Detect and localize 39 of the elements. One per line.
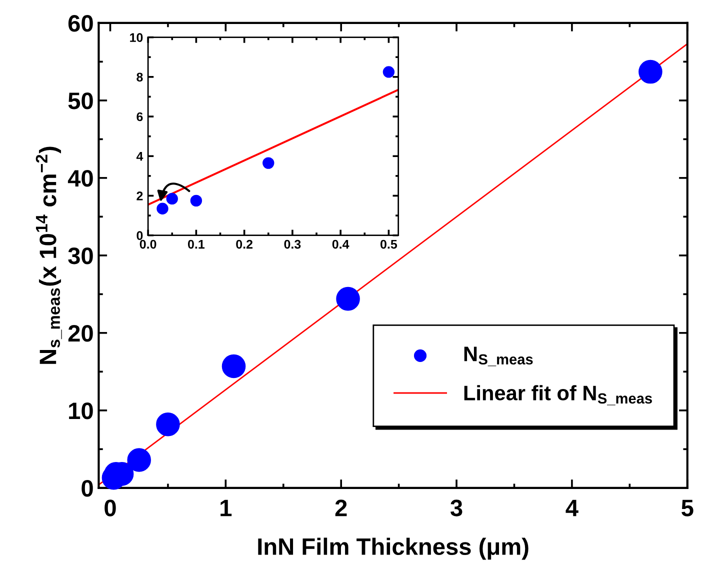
x-tick-label: 0.4	[332, 240, 350, 249]
point	[222, 354, 246, 378]
y-tick-label: 10	[130, 33, 143, 42]
legend-label: Linear fit of N$_{S_meas}$	[464, 385, 652, 406]
x-tick-label: 0.2	[236, 240, 252, 249]
y-axis-title: N$_{s_meas}$(x 10$^{14}$ cm$^{−2}$)	[36, 146, 62, 364]
y-tick-label: 0	[82, 480, 93, 497]
x-tick-label: 3	[450, 500, 462, 516]
y-tick-label: 2	[136, 192, 143, 200]
point	[190, 194, 202, 207]
x-tick-label: 4	[566, 500, 578, 516]
x-tick-label: 0.3	[284, 240, 301, 249]
x-axis-title: InN Film Thickness (μm)	[258, 538, 528, 560]
y-tick-label: 8	[136, 72, 143, 82]
y-tick-label: 50	[68, 92, 93, 110]
x-tick-label: 0	[104, 500, 116, 516]
x-tick-label: 5	[682, 500, 694, 516]
legend-label: N$_{S_meas}$	[464, 346, 533, 366]
point	[336, 286, 360, 311]
y-tick-label: 6	[136, 112, 143, 122]
y-tick-label: 0	[136, 231, 143, 240]
point	[127, 448, 151, 472]
point	[166, 192, 178, 205]
point	[638, 60, 662, 84]
x-tick-label: 1	[220, 500, 232, 516]
x-tick-label: 0.1	[188, 240, 205, 249]
x-tick-label: 2	[335, 500, 347, 516]
y-tick-label: 20	[68, 324, 93, 342]
y-tick-label: 30	[68, 248, 93, 264]
point	[156, 412, 180, 436]
point	[382, 66, 395, 78]
y-tick-label: 60	[68, 15, 93, 32]
y-tick-label: 40	[68, 170, 93, 187]
x-tick-label: 0.0	[140, 240, 156, 249]
y-tick-label: 4	[136, 152, 144, 161]
x-tick-label: 0.5	[380, 240, 398, 249]
point	[156, 202, 168, 214]
point	[262, 157, 274, 169]
y-tick-label: 10	[69, 402, 93, 420]
